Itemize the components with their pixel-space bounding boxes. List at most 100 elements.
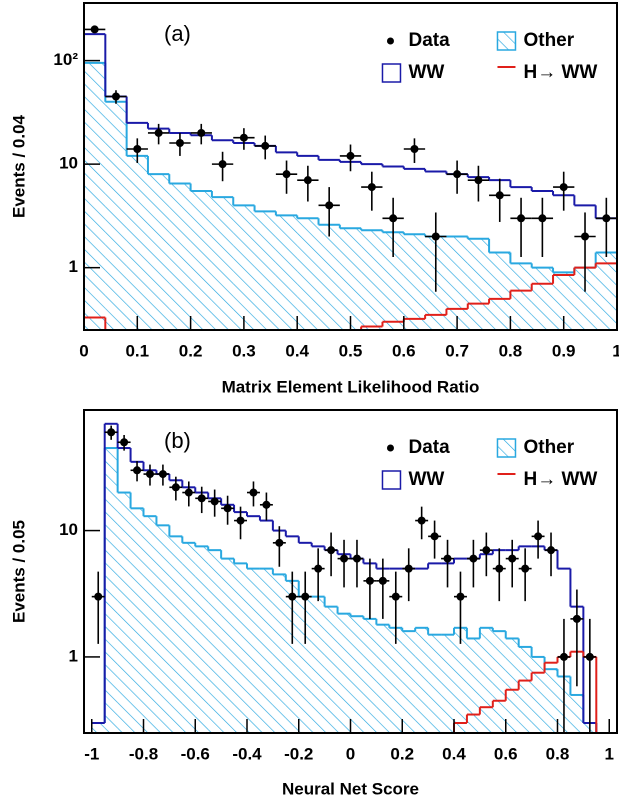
legend-label: H→ WW [523, 469, 597, 490]
data-point [282, 170, 291, 179]
hatched-bin [285, 580, 299, 733]
hatched-bin [492, 631, 506, 733]
plot-area [84, 25, 617, 330]
data-point [431, 232, 440, 241]
hatched-bin [275, 215, 298, 330]
y-tick-label: 10² [53, 50, 78, 69]
data-point [585, 652, 594, 661]
hatched-bin [446, 236, 468, 330]
panel: -1 -0.8 -0.6 -0.4 -0.2 0 0.2 0.4 0.6 0.8 1 1 10 Neura… [9, 409, 618, 798]
x-tick-label: 0.3 [232, 341, 256, 360]
hatched-bin [361, 230, 383, 330]
data-point [171, 483, 180, 492]
legend-marker [386, 37, 394, 45]
hatched-bin [318, 224, 340, 330]
data-point [175, 138, 184, 147]
hatched-bin [402, 631, 416, 733]
hatched-bin [510, 263, 532, 330]
hatched-bin [466, 638, 480, 733]
hatched-bin [403, 234, 426, 330]
hatched-bin [221, 558, 235, 733]
data-point [443, 554, 452, 563]
hatched-bin [350, 616, 364, 733]
hatched-bin [130, 508, 144, 733]
y-axis-title: Events / 0.05 [9, 520, 28, 623]
legend-label: H→ WW [523, 62, 597, 83]
y-tick-label: 10 [59, 154, 78, 173]
hatched-bin [339, 228, 362, 330]
data-point [239, 133, 248, 142]
x-tick-label: -0.6 [181, 744, 210, 763]
hatched-bin [489, 252, 511, 330]
hatched-bin [143, 516, 157, 733]
plot-area [91, 422, 598, 733]
data-point [340, 554, 349, 563]
hatched-bin [182, 542, 196, 733]
data-point [367, 183, 376, 192]
panel-label: (b) [164, 428, 191, 453]
data-point [469, 554, 478, 563]
data-point [417, 516, 426, 525]
y-tick-label: 1 [69, 257, 78, 276]
hatched-bin [389, 627, 403, 733]
data-point [559, 183, 568, 192]
hatched-bin [337, 613, 351, 733]
data-point [430, 532, 439, 541]
hatched-bin [169, 183, 191, 330]
data-point [145, 470, 154, 479]
hatched-bin [247, 568, 260, 733]
data-point [482, 546, 491, 555]
y-tick-label: 10 [59, 520, 78, 539]
hatched-bin [363, 618, 377, 733]
data-point [133, 145, 142, 154]
data-point [410, 145, 419, 154]
data-point [534, 532, 543, 541]
y-tick-label: 1 [69, 646, 78, 665]
data-point [107, 428, 116, 437]
data-point [572, 614, 581, 623]
data-point [261, 141, 270, 150]
data-point [120, 438, 129, 447]
legend-label: WW [408, 469, 444, 490]
data-point [275, 538, 284, 547]
hatched-bin [415, 627, 429, 733]
x-tick-label: -1 [84, 744, 99, 763]
hatched-bin [531, 656, 545, 733]
x-tick-label: -0.4 [232, 744, 262, 763]
hatched-bin [531, 267, 554, 330]
data-point [495, 191, 504, 200]
legend-marker [496, 438, 517, 458]
data-point [90, 25, 99, 34]
data-point [94, 592, 103, 601]
x-tick-label: 0.6 [494, 744, 518, 763]
x-axis-title: Matrix Element Likelihood Ratio [222, 377, 480, 396]
panel-label: (a) [164, 21, 191, 46]
data-point [197, 128, 206, 137]
data-point [521, 564, 530, 573]
data-point [111, 92, 120, 101]
x-tick-label: 0.4 [442, 744, 466, 763]
y-axis-title: Events / 0.04 [9, 114, 28, 218]
hatched-bin [272, 574, 286, 733]
panel: 0 0.1 0.2 0.3 0.4 0.5 0.6 0.7 0.8 0.9 1 1 10 10² Matri… [9, 2, 619, 396]
data-point [184, 488, 193, 497]
data-point [223, 504, 232, 513]
hatched-bin [117, 492, 131, 733]
hatched-bin [190, 191, 212, 330]
legend-marker [381, 63, 402, 83]
data-point [378, 576, 387, 585]
data-point [197, 494, 206, 503]
hatched-bin [441, 634, 454, 733]
x-tick-label: 0.7 [445, 341, 469, 360]
hatched-bin [553, 272, 575, 330]
data-point [218, 160, 227, 169]
hatched-bin [428, 634, 442, 733]
x-tick-label: 0.2 [179, 341, 203, 360]
hatched-bin [234, 563, 248, 733]
hatched-bin [208, 550, 222, 733]
hatched-bin [467, 238, 490, 330]
x-axis-title: Neural Net Score [282, 779, 419, 798]
hatched-bin [104, 448, 118, 733]
hatched-bin [195, 546, 209, 733]
